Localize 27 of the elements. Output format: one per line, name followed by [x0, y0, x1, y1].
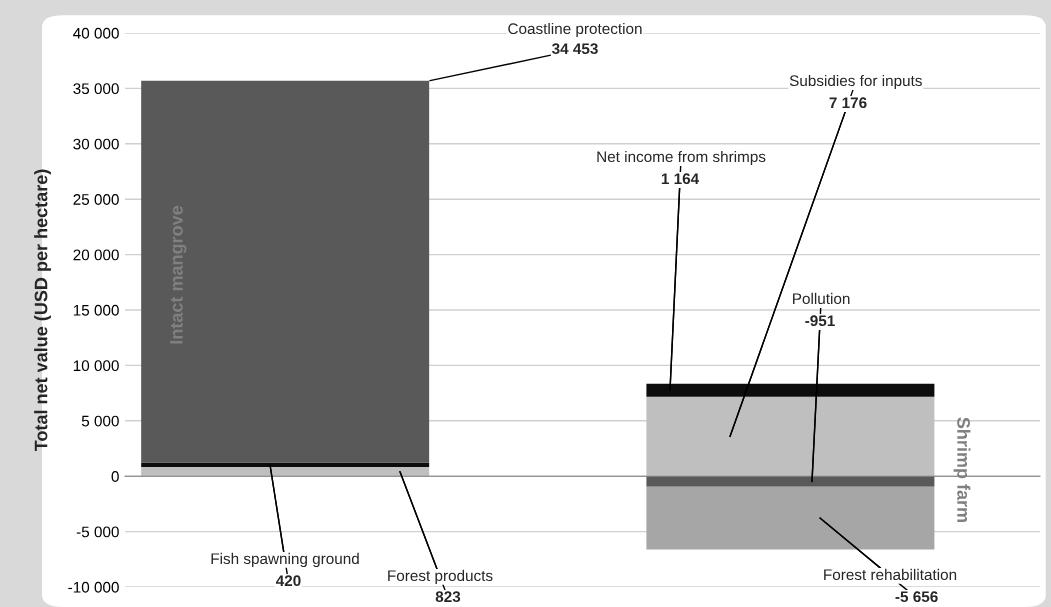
- series-label: Forest rehabilitation: [824, 568, 957, 581]
- y-tick-label: -10 000: [68, 581, 119, 593]
- y-tick-label: 5 000: [81, 415, 119, 427]
- y-tick-label: 20 000: [73, 249, 119, 261]
- data-label: 1 164: [661, 173, 700, 185]
- y-tick-label: 10 000: [73, 360, 119, 372]
- text: Fish spawning ground: [211, 552, 359, 568]
- text: Forest products: [388, 569, 493, 585]
- data-label: 34 453: [551, 43, 598, 55]
- text: Net income from shrimps: [597, 150, 766, 166]
- text: Subsidies for inputs: [789, 74, 922, 90]
- data-label: -951: [805, 315, 835, 327]
- data-label: 420: [275, 575, 301, 587]
- data-label: 7 176: [829, 97, 867, 109]
- y-axis-title: Total net value (USD per hectare): [34, 169, 51, 452]
- y-tick-label: 30 000: [73, 138, 119, 150]
- y-tick-label: 15 000: [73, 304, 119, 316]
- x-tick-label: Shrimp farm: [953, 417, 971, 523]
- y-tick-label: 25 000: [73, 194, 119, 205]
- text: Coastline protection: [508, 22, 642, 38]
- y-tick-label: 0: [111, 471, 119, 482]
- y-tick-label: 40 000: [73, 27, 119, 39]
- y-tick-label: -5 000: [76, 526, 119, 538]
- y-tick-label: 35 000: [73, 83, 119, 95]
- data-label: -5 656: [895, 591, 938, 603]
- text: Pollution: [793, 292, 850, 305]
- data-label: 823: [435, 591, 461, 603]
